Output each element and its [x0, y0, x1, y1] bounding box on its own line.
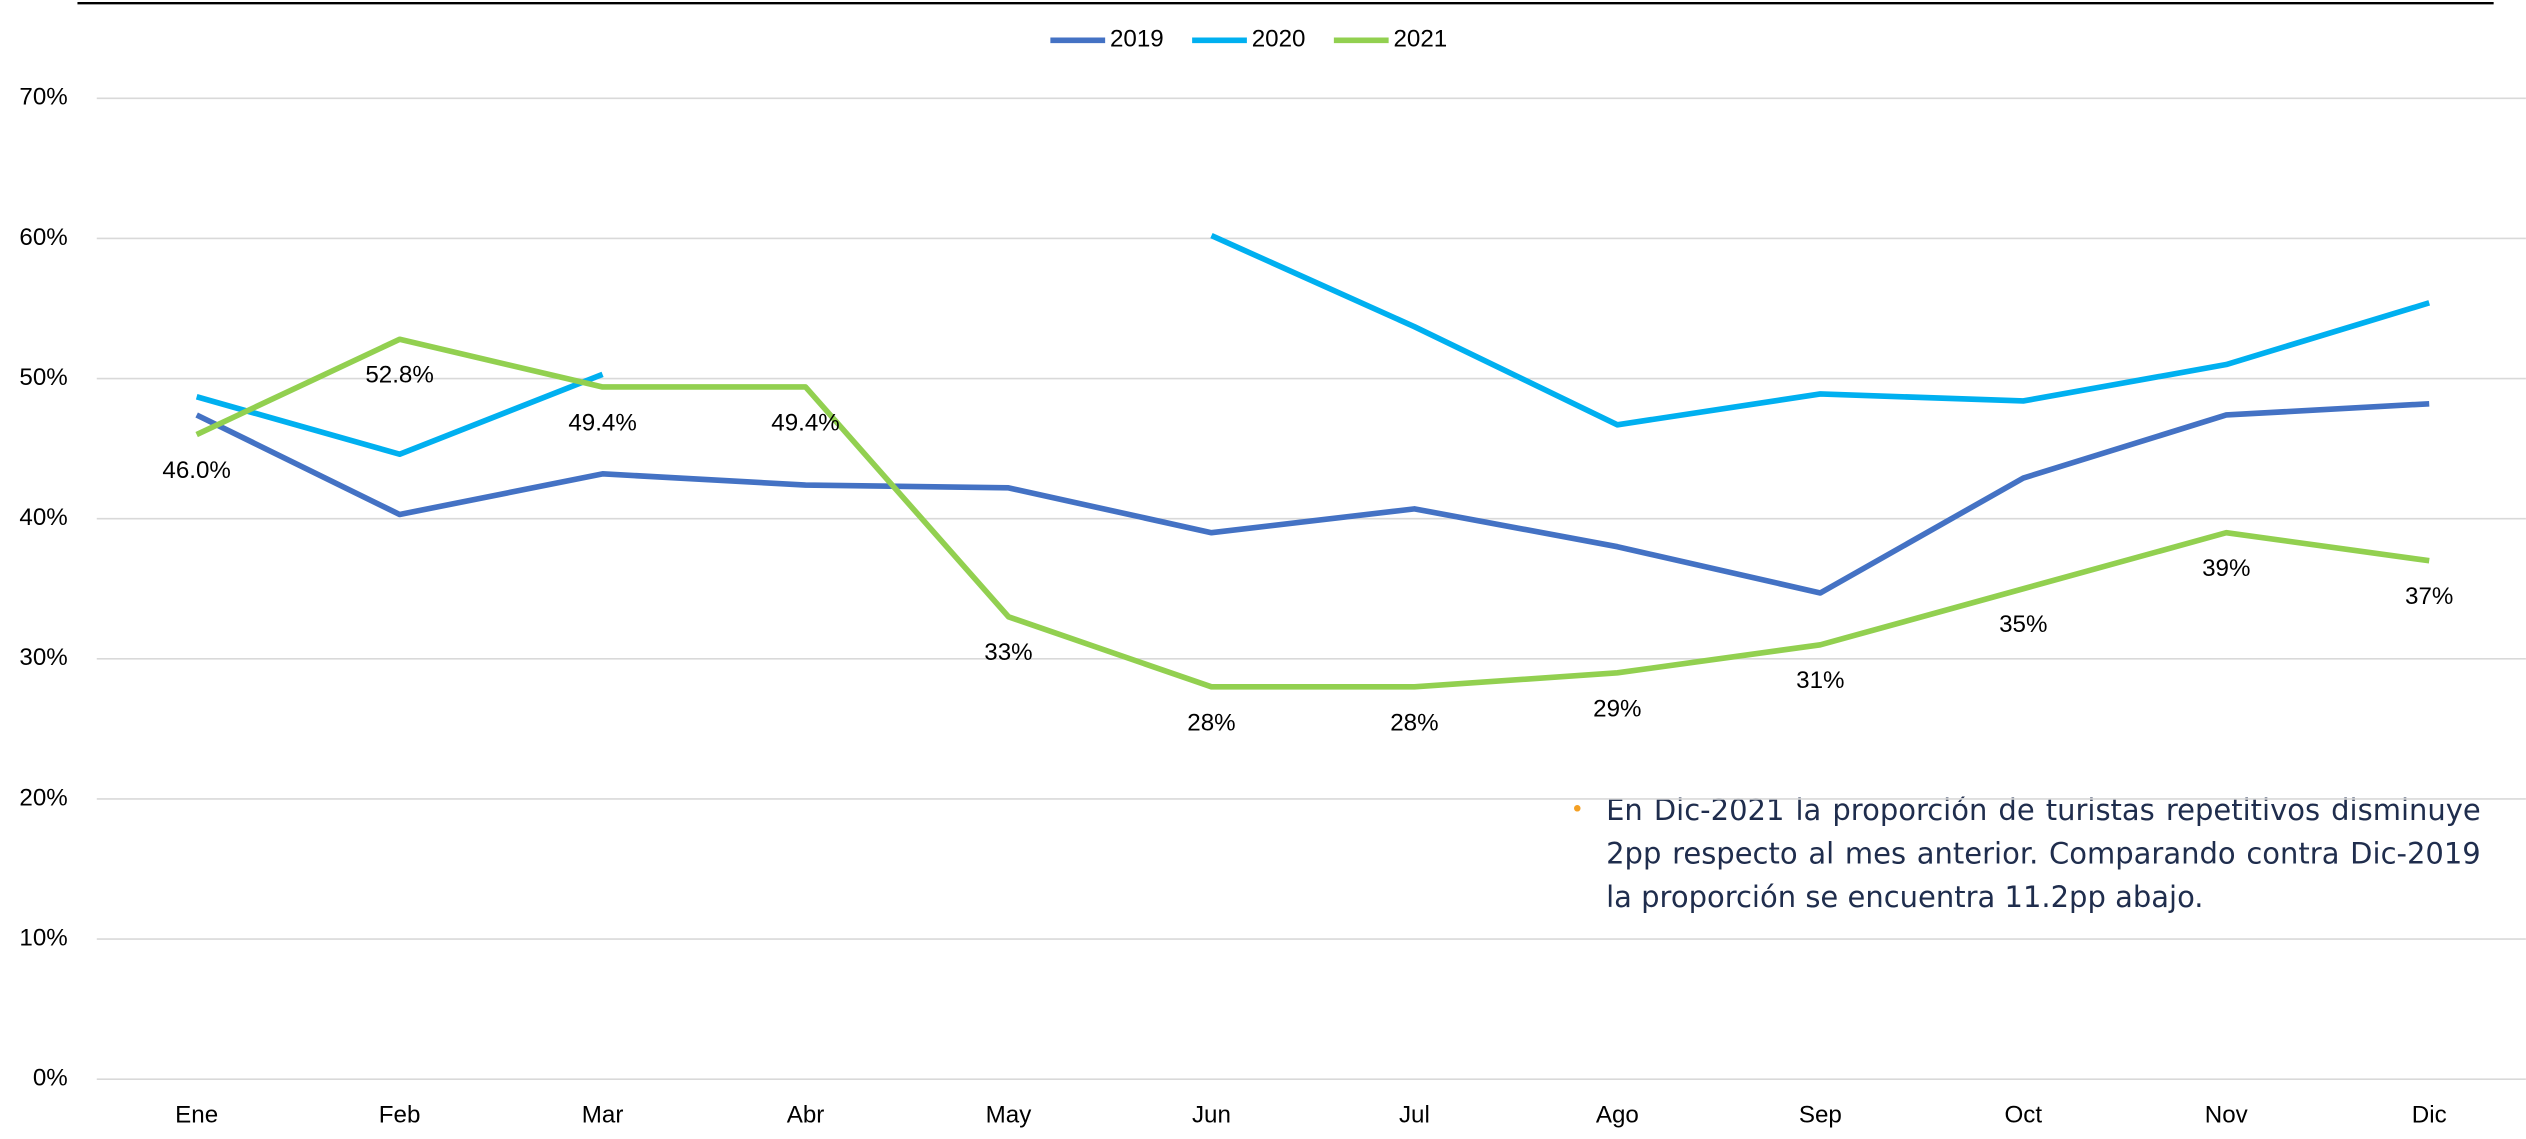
- y-tick-label: 50%: [19, 364, 67, 391]
- data-label: 46.0%: [162, 457, 230, 484]
- y-tick-label: 0%: [33, 1065, 68, 1092]
- x-tick-label: Dic: [2412, 1102, 2447, 1129]
- legend-label: 2019: [1110, 26, 1164, 53]
- legend-label: 2020: [1252, 26, 1306, 53]
- data-label: 49.4%: [771, 409, 840, 436]
- series-line: [195, 336, 2430, 690]
- data-label: 52.8%: [365, 362, 434, 389]
- series-line: [195, 400, 2430, 596]
- x-tick-label: Ene: [175, 1102, 218, 1129]
- x-tick-label: Feb: [379, 1102, 421, 1129]
- data-label: 49.4%: [568, 409, 637, 436]
- x-tick-label: Jul: [1399, 1102, 1430, 1129]
- x-tick-label: Mar: [582, 1102, 624, 1129]
- y-tick-label: 20%: [19, 784, 67, 811]
- data-label: 28%: [1187, 709, 1235, 736]
- annotation-box: En Dic-2021 la proporción de turistas re…: [1571, 789, 2481, 982]
- data-label: 33%: [984, 639, 1032, 666]
- x-tick-label: Jun: [1192, 1102, 1231, 1129]
- x-tick-label: Sep: [1799, 1102, 1842, 1129]
- data-label: 31%: [1796, 667, 1844, 694]
- x-tick-label: Nov: [2205, 1102, 2248, 1129]
- data-label: 37%: [2405, 583, 2453, 610]
- y-tick-label: 70%: [19, 84, 67, 111]
- data-label: 28%: [1390, 709, 1438, 736]
- data-label: 29%: [1593, 695, 1641, 722]
- y-tick-label: 40%: [19, 504, 67, 531]
- series-line: [195, 233, 2431, 458]
- x-tick-label: May: [986, 1102, 1033, 1129]
- y-tick-label: 10%: [19, 924, 67, 951]
- x-tick-label: Abr: [787, 1102, 825, 1129]
- x-tick-label: Oct: [2004, 1102, 2042, 1129]
- data-label: 39%: [2202, 555, 2250, 582]
- data-label: 35%: [1999, 611, 2047, 638]
- annotation: En Dic-2021 la proporción de turistas re…: [1571, 789, 2481, 919]
- x-tick-label: Ago: [1596, 1102, 1639, 1129]
- y-tick-label: 60%: [19, 224, 67, 251]
- y-tick-label: 30%: [19, 644, 67, 671]
- legend-label: 2021: [1393, 26, 1447, 53]
